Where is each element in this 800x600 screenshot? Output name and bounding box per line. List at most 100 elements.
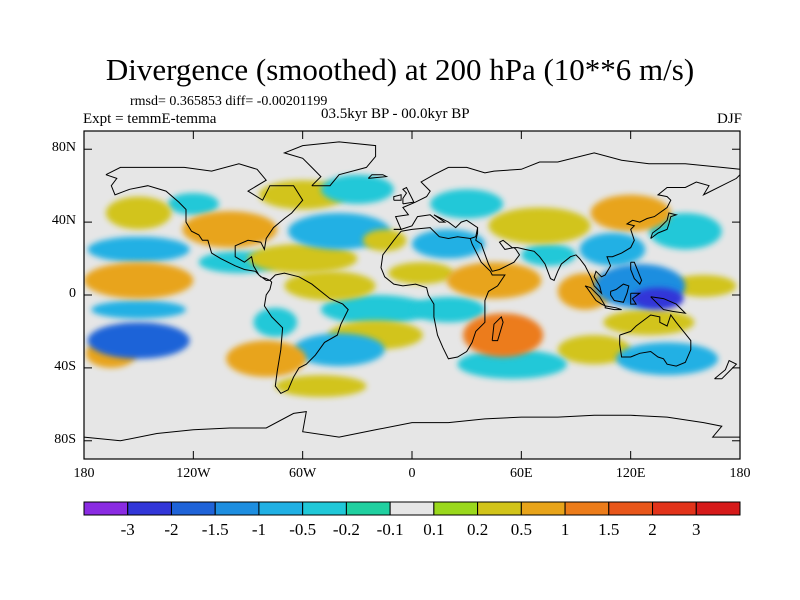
coastline	[393, 194, 402, 201]
anomaly-region	[320, 174, 394, 204]
colorbar-label: 0.5	[510, 520, 532, 539]
colorbar-swatch	[652, 501, 697, 516]
colorbar-label: -3	[120, 520, 135, 539]
period-label: 03.5kyr BP - 00.0kyr BP	[321, 106, 470, 122]
anomaly-region	[105, 196, 172, 230]
colorbar-swatch	[477, 501, 522, 516]
anomaly-region	[293, 333, 385, 367]
coastline	[84, 411, 740, 442]
anomaly-region	[446, 262, 542, 299]
anomaly-region	[388, 262, 454, 285]
coastline	[619, 313, 692, 367]
anomaly-region	[275, 375, 367, 398]
anomaly-region	[412, 296, 485, 323]
coastline	[393, 152, 740, 230]
coastline	[650, 212, 678, 239]
coastline	[714, 359, 738, 380]
anomaly-region	[167, 192, 219, 215]
anomaly-region	[488, 207, 591, 244]
coastline	[630, 261, 643, 285]
anomaly-region	[284, 271, 376, 301]
coastline	[604, 305, 622, 311]
colorbar-swatch	[433, 501, 479, 516]
anomaly-region	[226, 340, 307, 377]
anomaly-region	[632, 287, 684, 310]
coastline	[475, 174, 740, 295]
coastline	[584, 285, 607, 308]
coastline	[282, 141, 377, 187]
anomaly-region	[412, 229, 485, 259]
colorbar-label: -2	[164, 520, 179, 539]
stats-line: rmsd= 0.365853 diff= -0.00201199	[130, 94, 328, 109]
coastline	[380, 230, 506, 360]
colorbar-label: -0.5	[289, 520, 317, 539]
anomaly-region	[430, 189, 504, 219]
colorbar-label: 0.2	[466, 520, 489, 539]
anomaly-region	[84, 262, 194, 299]
colorbar-swatch	[695, 501, 741, 516]
colorbar-swatch	[608, 501, 654, 516]
coastline	[610, 283, 630, 303]
anomaly-region	[247, 243, 358, 274]
colorbar-label: -1	[251, 520, 266, 539]
colorbar-label: 1	[560, 520, 570, 539]
anomaly-region	[616, 342, 719, 376]
anomaly-region	[91, 300, 187, 319]
anomaly-region	[521, 243, 577, 266]
x-tick-label: 180	[729, 466, 751, 481]
anomaly-region	[670, 274, 737, 297]
colorbar-label: 3	[692, 520, 701, 539]
anomaly-region	[648, 213, 722, 250]
anomaly-region	[579, 233, 646, 266]
contour-fill-layer	[84, 174, 737, 398]
colorbar-label: 1.5	[598, 520, 620, 539]
anomaly-region	[87, 322, 190, 359]
x-tick-label: 180	[73, 466, 95, 481]
axis-ticks	[83, 131, 741, 459]
x-tick-label: 60W	[289, 466, 317, 481]
y-tick-label: 80N	[51, 140, 76, 156]
y-tick-label: 40S	[54, 358, 76, 374]
colorbar-swatch	[564, 501, 610, 516]
colorbar-swatch	[170, 501, 216, 516]
anomaly-region	[457, 349, 567, 379]
anomaly-region	[253, 307, 298, 337]
coastline	[650, 296, 687, 314]
anomaly-region	[603, 309, 695, 336]
coastline	[491, 315, 504, 342]
colorbar-swatch	[389, 501, 435, 516]
coastline	[402, 186, 415, 205]
x-tick-label: 120W	[176, 466, 211, 481]
coastline	[263, 272, 349, 395]
colorbar-label: -0.1	[376, 520, 404, 539]
colorbar-swatch	[258, 501, 304, 516]
anomaly-region	[320, 295, 431, 325]
colorbar-swatch	[345, 501, 391, 516]
chart-title: Divergence (smoothed) at 200 hPa (10**6 …	[105, 52, 695, 87]
colorbar-label: -1.5	[201, 520, 229, 539]
y-tick-label: 0	[69, 286, 76, 301]
x-tick-label: 120E	[615, 466, 646, 481]
colorbar-label: 2	[648, 520, 657, 539]
colorbar-swatch	[127, 501, 172, 516]
anomaly-region	[362, 229, 407, 252]
colorbar-swatch	[520, 501, 566, 516]
anomaly-region	[557, 335, 631, 365]
anomaly-region	[87, 236, 190, 263]
coastline	[367, 174, 389, 179]
coastline-layer	[84, 141, 740, 442]
x-tick-label: 0	[408, 466, 416, 481]
y-tick-label: 80S	[54, 431, 76, 447]
x-tick-label: 60E	[510, 466, 533, 481]
colorbar-swatch	[302, 501, 347, 516]
coastline	[393, 214, 479, 240]
coastline	[630, 292, 642, 305]
coastline	[105, 163, 304, 281]
colorbar	[83, 501, 741, 516]
season-label: DJF	[716, 111, 742, 127]
colorbar-label: 0.1	[423, 520, 445, 539]
colorbar-label: -0.2	[332, 520, 360, 539]
y-tick-label: 40N	[51, 213, 76, 229]
anomaly-region	[590, 194, 671, 232]
